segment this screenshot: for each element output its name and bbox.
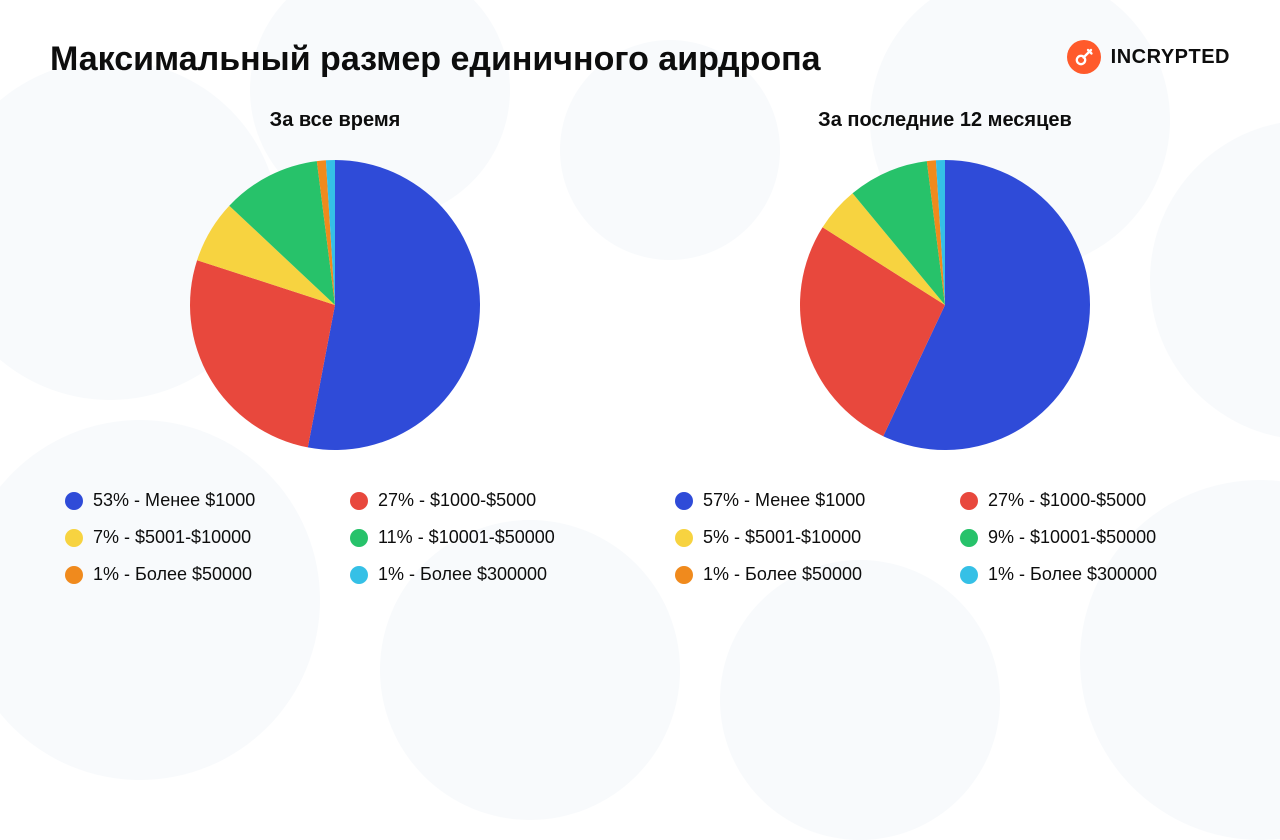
legend-dot (65, 529, 83, 547)
legend-item: 53% - Менее $1000 (65, 490, 320, 511)
legend-dot (675, 492, 693, 510)
legend-item: 5% - $5001-$10000 (675, 527, 930, 548)
legend-dot (960, 566, 978, 584)
legend-label: 1% - Более $50000 (93, 564, 252, 585)
legend-dot (350, 492, 368, 510)
legend-item: 1% - Более $300000 (960, 564, 1215, 585)
charts-row: За все время 53% - Менее $1000 27% - $1000… (50, 109, 1230, 585)
legend-item: 1% - Более $50000 (65, 564, 320, 585)
legend-item: 1% - Более $50000 (675, 564, 930, 585)
legend-label: 11% - $10001-$50000 (378, 527, 555, 548)
legend-label: 27% - $1000-$5000 (988, 490, 1146, 511)
legend-dot (960, 492, 978, 510)
pie-chart (800, 160, 1090, 450)
pie-chart (190, 160, 480, 450)
legend-dot (675, 529, 693, 547)
legend-label: 53% - Менее $1000 (93, 490, 255, 511)
legend-label: 1% - Более $50000 (703, 564, 862, 585)
pie-svg (190, 160, 480, 450)
legend-label: 7% - $5001-$10000 (93, 527, 251, 548)
legend-item: 1% - Более $300000 (350, 564, 605, 585)
legend-label: 5% - $5001-$10000 (703, 527, 861, 548)
chart-title: За последние 12 месяцев (818, 109, 1072, 132)
legend-label: 1% - Более $300000 (378, 564, 547, 585)
legend-dot (350, 566, 368, 584)
header: Максимальный размер единичного аирдропа … (50, 40, 1230, 79)
legend-label: 9% - $10001-$50000 (988, 527, 1156, 548)
legend-item: 9% - $10001-$50000 (960, 527, 1215, 548)
pie-svg (800, 160, 1090, 450)
legend-label: 27% - $1000-$5000 (378, 490, 536, 511)
legend: 53% - Менее $1000 27% - $1000-$5000 7% - $… (65, 490, 605, 585)
page-title: Максимальный размер единичного аирдропа (50, 40, 821, 79)
legend-dot (65, 566, 83, 584)
legend-label: 1% - Более $300000 (988, 564, 1157, 585)
legend-item: 27% - $1000-$5000 (960, 490, 1215, 511)
legend-dot (350, 529, 368, 547)
brand-name: INCRYPTED (1111, 46, 1230, 69)
legend: 57% - Менее $1000 27% - $1000-$5000 5% - $… (675, 490, 1215, 585)
legend-dot (65, 492, 83, 510)
legend-dot (675, 566, 693, 584)
legend-dot (960, 529, 978, 547)
content: Максимальный размер единичного аирдропа … (0, 0, 1280, 585)
bg-shape (720, 560, 1000, 840)
chart-column: За последние 12 месяцев 57% - Менее $1000… (660, 109, 1230, 585)
legend-item: 57% - Менее $1000 (675, 490, 930, 511)
brand-badge-icon (1067, 40, 1101, 74)
legend-item: 7% - $5001-$10000 (65, 527, 320, 548)
brand-logo: INCRYPTED (1067, 40, 1230, 74)
chart-column: За все время 53% - Менее $1000 27% - $1000… (50, 109, 620, 585)
chart-title: За все время (270, 109, 401, 132)
legend-label: 57% - Менее $1000 (703, 490, 865, 511)
legend-item: 11% - $10001-$50000 (350, 527, 605, 548)
legend-item: 27% - $1000-$5000 (350, 490, 605, 511)
